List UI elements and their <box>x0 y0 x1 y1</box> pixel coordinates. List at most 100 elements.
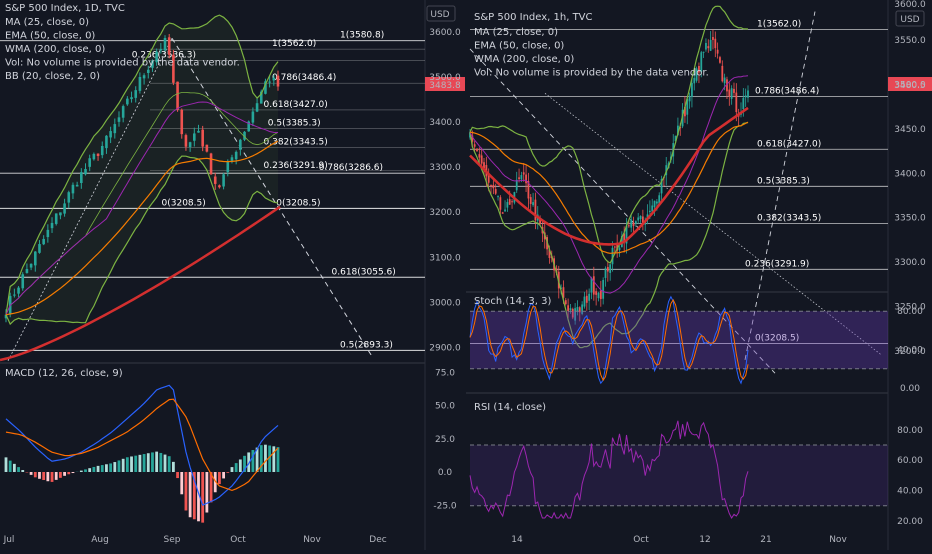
y-tick-label: 3500.0 <box>429 73 461 83</box>
macd-hist-bar <box>176 472 179 478</box>
macd-hist-bar <box>80 471 83 472</box>
macd-hist-bar <box>130 456 133 472</box>
candle-body <box>530 197 532 204</box>
fib-label-right: 0.236(3291.9) <box>745 259 809 269</box>
x-tick-label: Sep <box>164 535 181 545</box>
candle-body <box>122 106 125 118</box>
candle-body <box>474 144 476 146</box>
indicator-legend-right: EMA (50, close, 0) <box>474 41 564 52</box>
candle-body <box>67 192 70 202</box>
stoch-title: Stoch (14, 3, 3) <box>474 296 551 307</box>
macd-hist-bar <box>151 452 154 472</box>
macd-hist-bar <box>13 464 16 472</box>
y-tick-label-right: 3300.0 <box>894 258 926 268</box>
macd-tick-label: 25.0 <box>435 435 455 445</box>
macd-hist-bar <box>239 459 242 472</box>
x-tick-label: Jul <box>3 535 15 545</box>
x-tick-label: Dec <box>369 535 386 545</box>
indicator-legend-right: WMA (200, close, 0) <box>474 54 574 65</box>
candle-body <box>516 180 518 190</box>
candle-body <box>735 93 737 113</box>
candle-body <box>600 290 602 299</box>
rsi-tick-label: 20.00 <box>897 517 923 527</box>
candle-body <box>93 154 96 159</box>
macd-hist-bar <box>155 452 158 472</box>
rsi-tick-label: 40.00 <box>897 487 923 497</box>
macd-hist-bar <box>205 472 208 513</box>
candle-body <box>185 135 188 147</box>
candle-body <box>143 75 146 78</box>
candle-body <box>26 269 29 273</box>
chart-title: S&P 500 Index, 1D, TVC <box>5 3 125 14</box>
candle-body <box>635 221 637 223</box>
candle-body <box>17 288 20 294</box>
x-tick-label: Aug <box>91 535 109 545</box>
indicator-legend: WMA (200, close, 0) <box>5 44 105 55</box>
candle-body <box>256 103 259 111</box>
candle-body <box>63 203 66 213</box>
candle-body <box>714 39 716 48</box>
candle-body <box>614 247 616 248</box>
macd-hist-bar <box>172 462 175 472</box>
candle-body <box>139 77 142 91</box>
candle-body <box>511 201 513 202</box>
candle-body <box>21 274 24 288</box>
candle-body <box>747 90 749 97</box>
chart-title-right: S&P 500 Index, 1h, TVC <box>474 12 593 23</box>
candle-body <box>640 216 642 219</box>
fib-label: 0.618(3427.0) <box>264 100 328 110</box>
candle-body <box>532 202 534 205</box>
macd-hist-bar <box>46 472 49 481</box>
y-tick-label: 3400.0 <box>429 118 461 128</box>
fib-label: 1(3562.0) <box>272 39 316 49</box>
candle-body <box>567 305 569 311</box>
macd-hist-bar <box>277 447 280 472</box>
candle-body <box>602 280 604 299</box>
candle-body <box>273 78 276 81</box>
candle-body <box>518 177 520 179</box>
y-tick-label: 3000.0 <box>429 298 461 308</box>
macd-title: MACD (12, 26, close, 9) <box>5 368 123 379</box>
candle-body <box>637 217 639 220</box>
candle-body <box>109 131 112 137</box>
y-tick-label: 3100.0 <box>429 253 461 263</box>
candle-body <box>497 196 499 197</box>
macd-hist-bar <box>218 472 221 484</box>
candle-body <box>628 225 630 226</box>
candle-body <box>201 130 204 147</box>
indicator-legend: BB (20, close, 2, 0) <box>5 71 100 82</box>
candle-body <box>712 37 714 40</box>
x-tick-label-right: 14 <box>511 535 523 545</box>
indicator-legend-right: Vol: No volume is provided by the data v… <box>474 68 709 79</box>
candle-body <box>595 291 597 295</box>
y-tick-label-right: 3600.0 <box>894 0 926 10</box>
candle-body <box>214 177 217 184</box>
candle-body <box>478 154 480 157</box>
macd-hist-bar <box>189 472 192 517</box>
candle-body <box>502 212 504 213</box>
candle-body <box>649 211 651 212</box>
candle-body <box>239 140 242 150</box>
candle-body <box>495 189 497 194</box>
candle-body <box>180 110 183 134</box>
candle-body <box>724 78 726 84</box>
candle-body <box>476 149 478 152</box>
indicator-legend-right: MA (25, close, 0) <box>474 27 558 38</box>
candle-body <box>504 209 506 211</box>
candle-body <box>492 185 494 188</box>
candle-body <box>226 162 229 172</box>
candle-body <box>509 199 511 205</box>
candle-body <box>105 136 108 148</box>
rsi-tick-label: 60.00 <box>897 456 923 466</box>
y-tick-label: 3300.0 <box>429 163 461 173</box>
macd-hist-bar <box>118 460 121 472</box>
macd-hist-bar <box>231 467 234 472</box>
candle-body <box>733 89 735 93</box>
candle-body <box>719 57 721 63</box>
candle-body <box>38 244 41 253</box>
macd-hist-bar <box>101 465 104 472</box>
macd-hist-bar <box>51 472 54 482</box>
x-tick-label: Nov <box>303 535 321 545</box>
